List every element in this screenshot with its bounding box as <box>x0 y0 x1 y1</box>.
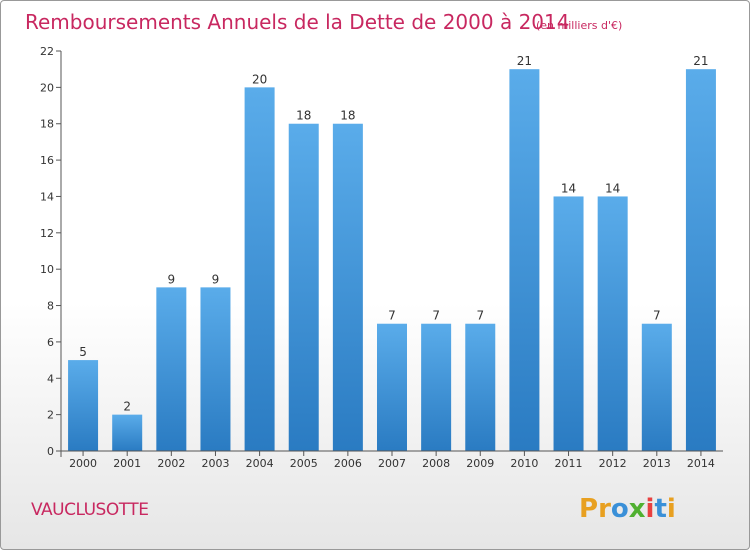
y-tick-label: 8 <box>47 300 54 313</box>
data-label-2014: 21 <box>693 54 708 68</box>
x-tick-label: 2006 <box>334 457 362 470</box>
logo-letter: r <box>598 494 611 524</box>
logo-letter: P <box>579 494 598 524</box>
data-label-2000: 5 <box>79 345 87 359</box>
x-tick-label: 2002 <box>157 457 185 470</box>
logo-letter: o <box>611 494 629 524</box>
data-label-2003: 9 <box>212 272 220 286</box>
data-label-2005: 18 <box>296 109 311 123</box>
x-tick-label: 2013 <box>643 457 671 470</box>
y-tick-label: 18 <box>40 118 54 131</box>
data-label-2012: 14 <box>605 181 620 195</box>
data-label-2006: 18 <box>340 109 355 123</box>
data-label-2010: 21 <box>517 54 532 68</box>
y-tick-label: 20 <box>40 81 54 94</box>
logo-letter: x <box>629 494 646 524</box>
data-label-2008: 7 <box>432 309 440 323</box>
x-tick-label: 2005 <box>290 457 318 470</box>
bar-2007 <box>377 323 407 451</box>
bar-2000 <box>68 360 99 451</box>
bar-2006 <box>332 123 363 452</box>
x-tick-label: 2008 <box>422 457 450 470</box>
bar-2005 <box>288 123 319 452</box>
chart-subtitle: (en milliers d'€) <box>536 19 622 32</box>
logo-letter: t <box>654 494 666 524</box>
y-tick-label: 16 <box>40 154 54 167</box>
commune-name: VAUCLUSOTTE <box>31 500 148 520</box>
x-tick-label: 2004 <box>246 457 274 470</box>
x-axis: 2000 2001 2002 2003 2004 2005 2006 2007 2008 2009… <box>61 450 723 470</box>
chart-title: Remboursements Annuels de la Dette de 20… <box>25 10 569 34</box>
x-tick-label: 2007 <box>378 457 406 470</box>
x-tick-label: 2014 <box>687 457 715 470</box>
proxiti-logo: Proxiti <box>579 494 676 524</box>
x-tick-label: 2001 <box>113 457 141 470</box>
logo-letter: i <box>667 494 676 524</box>
data-label-2009: 7 <box>476 309 484 323</box>
data-label-2007: 7 <box>388 309 396 323</box>
bar-2010 <box>509 69 540 451</box>
x-tick-label: 2003 <box>201 457 229 470</box>
y-tick-label: 12 <box>40 227 54 240</box>
y-tick-label: 14 <box>40 190 54 203</box>
y-tick-label: 4 <box>47 372 54 385</box>
bar-2014 <box>685 69 716 451</box>
data-label-2011: 14 <box>561 181 576 195</box>
data-label-2004: 20 <box>252 72 267 86</box>
logo-letter: i <box>646 494 655 524</box>
bar-series: 5 2 9 9 20 18 18 7 7 7 21 14 14 7 21 <box>68 54 716 452</box>
bar-2011 <box>553 196 584 451</box>
y-tick-label: 0 <box>47 445 54 458</box>
data-label-2001: 2 <box>123 400 131 414</box>
x-tick-label: 2011 <box>555 457 583 470</box>
x-tick-label: 2009 <box>466 457 494 470</box>
y-axis: 0 2 4 6 8 10 12 14 16 18 20 22 <box>40 45 62 458</box>
data-label-2013: 7 <box>653 309 661 323</box>
bar-2002 <box>156 287 187 451</box>
y-tick-label: 2 <box>47 409 54 422</box>
bar-2013 <box>641 323 672 451</box>
y-tick-label: 10 <box>40 263 54 276</box>
bar-2012 <box>597 196 628 451</box>
y-tick-label: 22 <box>40 45 54 58</box>
bar-2004 <box>244 87 275 451</box>
data-label-2002: 9 <box>168 272 176 286</box>
y-tick-label: 6 <box>47 336 54 349</box>
bar-2009 <box>465 323 496 451</box>
x-tick-label: 2012 <box>599 457 627 470</box>
bar-2001 <box>112 414 143 451</box>
bar-2003 <box>200 287 231 451</box>
bar-2008 <box>421 323 452 451</box>
x-tick-label: 2010 <box>510 457 538 470</box>
x-tick-label: 2000 <box>69 457 97 470</box>
